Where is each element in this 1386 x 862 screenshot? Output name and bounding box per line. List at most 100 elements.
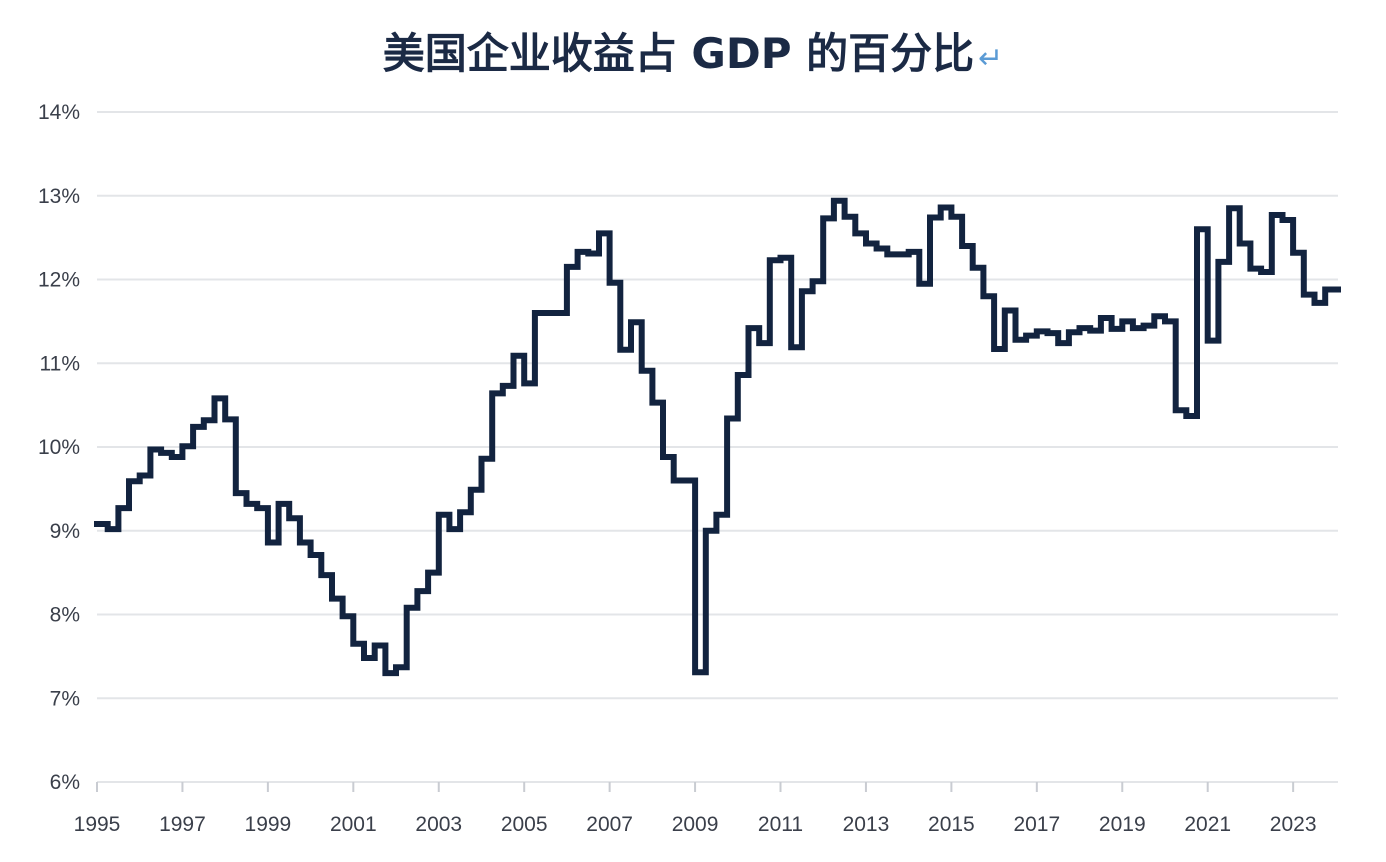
data-point <box>270 540 276 546</box>
data-point <box>409 605 415 611</box>
data-point <box>420 588 426 594</box>
y-axis-ticks: 6% 7% 8% 9% 10% 11% 12% 13% 14% <box>38 101 80 794</box>
data-point <box>1103 315 1109 321</box>
data-point <box>131 478 137 484</box>
y-tick-label: 7% <box>50 687 80 710</box>
y-tick-label: 9% <box>50 520 80 543</box>
data-point <box>463 509 469 515</box>
data-point <box>1157 313 1163 319</box>
data-point <box>441 512 447 518</box>
data-point <box>708 528 714 534</box>
data-point <box>527 380 533 386</box>
data-point <box>452 526 458 532</box>
data-point <box>430 570 436 576</box>
data-point <box>1329 287 1335 293</box>
data-point <box>345 613 351 619</box>
data-point <box>623 347 629 353</box>
data-point <box>302 540 308 546</box>
data-point <box>153 447 159 453</box>
data-point <box>1029 333 1035 339</box>
data-point <box>1231 205 1237 211</box>
data-point <box>1093 328 1099 334</box>
data-point <box>847 214 853 220</box>
data-point <box>815 278 821 284</box>
data-point <box>719 512 725 518</box>
data-point <box>879 246 885 252</box>
x-tick-label: 2009 <box>672 813 719 836</box>
series-line <box>94 197 1341 677</box>
data-point <box>1178 407 1184 413</box>
data-point <box>537 310 543 316</box>
data-point <box>1135 325 1141 331</box>
data-point <box>1210 338 1216 344</box>
data-point <box>1167 318 1173 324</box>
data-point <box>644 368 650 374</box>
data-point <box>281 501 287 507</box>
x-tick-label: 2001 <box>330 813 377 836</box>
data-point <box>377 643 383 649</box>
data-point <box>836 198 842 204</box>
data-point <box>206 417 212 423</box>
data-point <box>1061 340 1067 346</box>
x-tick-label: 2011 <box>758 813 803 836</box>
x-tick-label: 2021 <box>1184 813 1231 836</box>
data-point <box>794 344 800 350</box>
data-point <box>655 400 661 406</box>
x-axis-ticks: 1995 1997 1999 2001 2003 2005 2007 2009 2011 2013… <box>74 782 1317 836</box>
data-point <box>783 255 789 261</box>
data-point <box>366 655 372 661</box>
data-point <box>922 281 928 287</box>
data-point <box>249 501 255 507</box>
chart-title-text: 美国企业收益占 GDP 的百分比 <box>382 29 975 78</box>
x-tick-label: 2023 <box>1270 813 1317 836</box>
data-point <box>238 490 244 496</box>
series-layer <box>94 197 1341 677</box>
data-point <box>996 346 1002 352</box>
data-point <box>612 280 618 286</box>
x-tick-label: 2007 <box>586 813 633 836</box>
data-point <box>292 515 298 521</box>
x-tick-label: 2015 <box>928 813 975 836</box>
data-point <box>217 395 223 401</box>
data-point <box>697 669 703 675</box>
data-point <box>1071 329 1077 335</box>
data-point <box>99 521 105 527</box>
data-point <box>495 390 501 396</box>
data-point <box>1039 328 1045 334</box>
data-point <box>163 450 169 456</box>
data-point <box>1199 226 1205 232</box>
data-point <box>633 319 639 325</box>
data-point <box>730 416 736 422</box>
x-tick-label: 1999 <box>245 813 292 836</box>
data-point <box>1146 323 1152 329</box>
data-point <box>687 478 693 484</box>
data-point <box>1050 330 1056 336</box>
data-point <box>1007 308 1013 314</box>
data-point <box>665 454 671 460</box>
data-point <box>932 215 938 221</box>
data-point <box>858 230 864 236</box>
data-point <box>313 552 319 558</box>
data-point <box>1242 241 1248 247</box>
data-point <box>772 257 778 263</box>
data-point <box>559 310 565 316</box>
data-point <box>569 264 575 270</box>
data-point <box>1285 217 1291 223</box>
data-point <box>473 487 479 493</box>
y-tick-label: 11% <box>40 352 80 375</box>
data-point <box>762 340 768 346</box>
data-point <box>398 664 404 670</box>
y-tick-label: 8% <box>50 604 80 627</box>
data-point <box>601 230 607 236</box>
data-point <box>334 596 340 602</box>
return-arrow-icon: ↵ <box>978 41 1004 76</box>
data-point <box>975 265 981 271</box>
data-point <box>868 241 874 247</box>
y-tick-label: 13% <box>38 185 80 208</box>
data-point <box>580 249 586 255</box>
data-point <box>911 249 917 255</box>
y-tick-label: 6% <box>50 771 80 794</box>
x-tick-label: 1997 <box>159 813 206 836</box>
data-point <box>1221 259 1227 265</box>
